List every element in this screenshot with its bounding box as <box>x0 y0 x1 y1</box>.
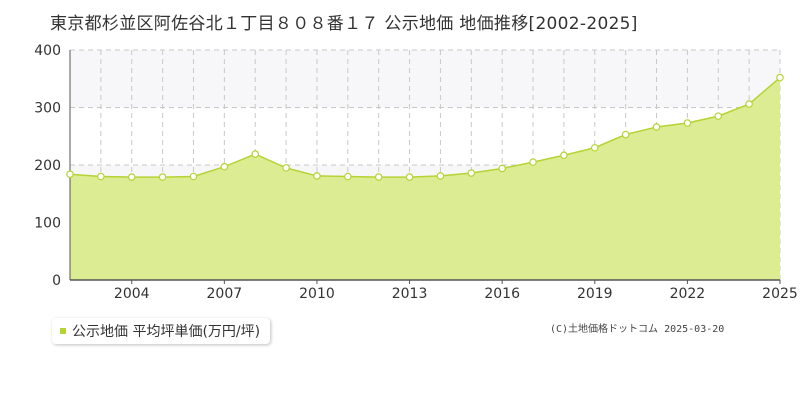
legend-swatch <box>60 328 66 334</box>
data-point <box>344 172 352 181</box>
data-point <box>714 112 723 120</box>
data-point <box>189 172 198 181</box>
data-point <box>590 143 599 152</box>
x-tick-label: 2010 <box>299 286 335 302</box>
x-tick-label: 2019 <box>577 286 613 302</box>
data-point <box>560 151 568 160</box>
credit-text: (C)土地価格ドットコム 2025-03-20 <box>550 324 725 335</box>
x-tick-label: 2025 <box>762 286 798 302</box>
data-point <box>776 73 784 82</box>
data-point <box>127 173 136 181</box>
data-point <box>97 172 105 181</box>
data-point <box>158 173 167 181</box>
data-point <box>66 170 74 179</box>
data-point <box>374 173 383 181</box>
y-tick-label: 0 <box>52 273 61 289</box>
x-tick-label: 2022 <box>670 286 706 302</box>
y-tick-label: 200 <box>34 158 61 174</box>
legend: 公示地価 平均坪単価(万円/坪) <box>52 318 271 344</box>
data-point <box>467 169 476 177</box>
x-tick-label: 2007 <box>207 286 243 302</box>
data-point <box>498 164 506 173</box>
data-point <box>251 150 260 158</box>
data-point <box>282 164 290 172</box>
x-tick-label: 2004 <box>114 286 150 302</box>
data-point <box>652 123 661 131</box>
data-point <box>745 100 753 108</box>
y-tick-label: 400 <box>34 43 61 59</box>
chart-title: 東京都杉並区阿佐谷北１丁目８０８番１７ 公示地価 地価推移[2002-2025] <box>50 14 638 34</box>
data-point <box>436 172 445 180</box>
y-tick-label: 100 <box>34 216 61 232</box>
data-point <box>621 130 630 139</box>
series-area <box>70 77 780 280</box>
grid-band <box>70 50 780 108</box>
legend-label: 公示地価 平均坪単価(万円/坪) <box>72 324 261 340</box>
series-line <box>69 77 781 178</box>
x-tick-label: 2013 <box>392 286 428 302</box>
x-tick-label: 2016 <box>484 286 520 302</box>
y-tick-label: 300 <box>34 101 61 117</box>
data-point <box>220 162 229 171</box>
data-point <box>313 172 321 180</box>
data-point <box>529 158 537 166</box>
data-point <box>683 119 692 127</box>
data-point <box>405 173 414 181</box>
